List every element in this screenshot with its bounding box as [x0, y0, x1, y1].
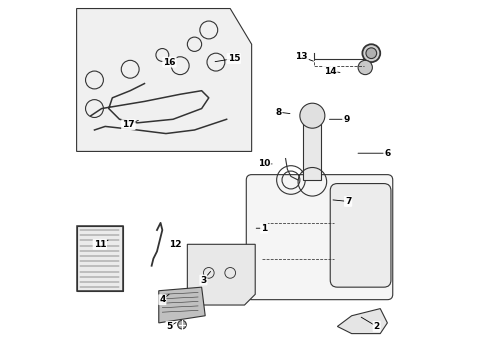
Text: 7: 7	[344, 197, 350, 206]
Circle shape	[362, 44, 380, 62]
Text: 3: 3	[200, 275, 206, 284]
Bar	[77, 226, 123, 291]
Text: 1: 1	[261, 224, 267, 233]
Text: 14: 14	[323, 67, 336, 76]
Circle shape	[365, 48, 376, 59]
Text: 6: 6	[384, 149, 390, 158]
Text: 8: 8	[275, 108, 281, 117]
Text: 9: 9	[343, 115, 349, 124]
Text: 17: 17	[122, 120, 134, 129]
Text: 12: 12	[168, 240, 181, 249]
Polygon shape	[187, 244, 255, 305]
Text: 16: 16	[163, 58, 175, 67]
Text: 13: 13	[295, 52, 307, 61]
Bar	[77, 226, 123, 291]
Text: 2: 2	[373, 322, 379, 331]
Text: 10: 10	[258, 159, 270, 168]
Circle shape	[357, 60, 372, 75]
FancyBboxPatch shape	[246, 175, 392, 300]
Polygon shape	[337, 309, 386, 334]
Circle shape	[299, 103, 324, 128]
Polygon shape	[159, 287, 205, 323]
Text: 11: 11	[93, 240, 106, 249]
Polygon shape	[77, 9, 251, 152]
Text: 4: 4	[159, 295, 165, 304]
FancyBboxPatch shape	[329, 184, 390, 287]
Text: 5: 5	[166, 322, 172, 331]
Circle shape	[177, 320, 186, 329]
Text: 15: 15	[227, 54, 240, 63]
Bar	[303, 116, 321, 180]
